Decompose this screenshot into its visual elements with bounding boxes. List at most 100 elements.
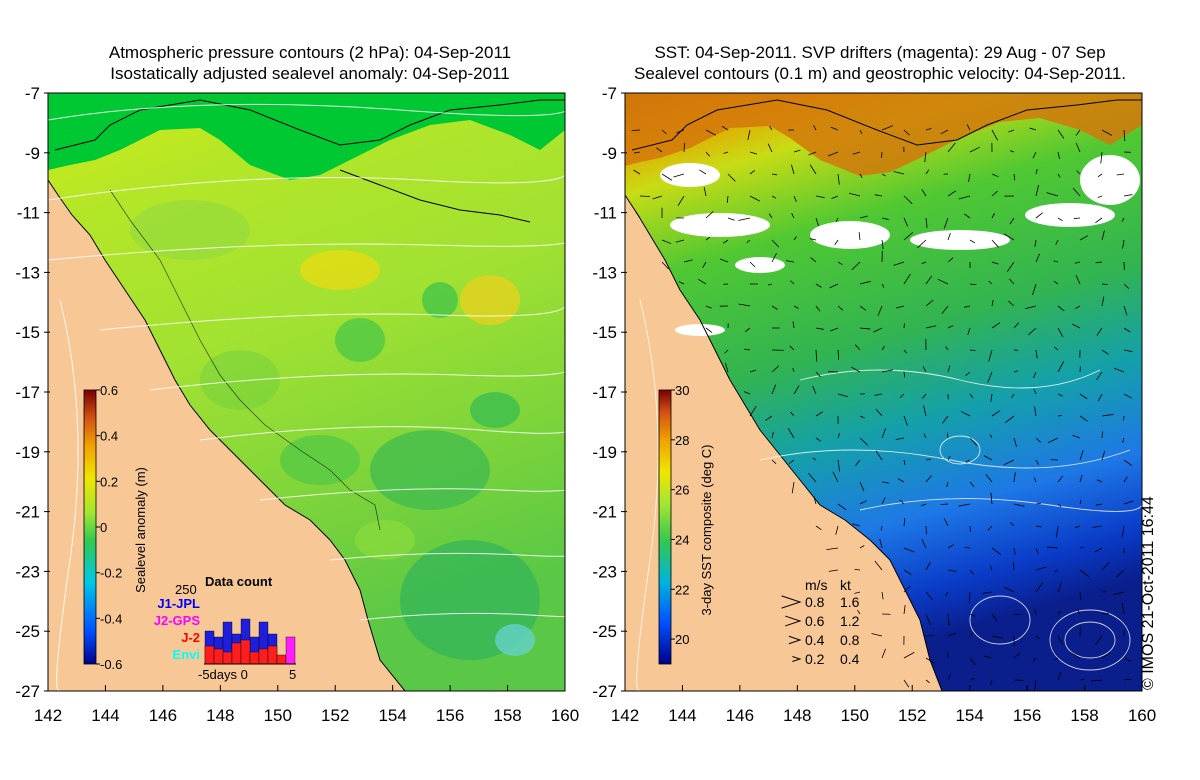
colorbar-tick-label: 0.2 [100, 474, 118, 489]
velocity-arrow [987, 525, 993, 531]
velocity-arrow [925, 657, 935, 664]
velocity-arrow [837, 459, 841, 472]
velocity-arrow [1097, 393, 1103, 402]
velocity-arrow [859, 129, 863, 135]
velocity-legend-header-ms: m/s [805, 577, 828, 593]
velocity-arrow [769, 125, 773, 131]
velocity-arrow [881, 369, 894, 373]
velocity-arrow [1071, 323, 1081, 329]
velocity-arrow [724, 349, 729, 354]
velocity-arrow [859, 500, 867, 505]
lat-tick-label: -25 [592, 622, 617, 641]
velocity-arrow [1076, 608, 1081, 615]
velocity-arrow [1057, 393, 1063, 397]
lat-tick-label: -19 [592, 443, 617, 462]
velocity-arrow [859, 173, 863, 178]
velocity-arrow [1053, 260, 1059, 263]
velocity-arrow [921, 538, 927, 549]
sla-anomaly-patches [130, 200, 540, 660]
velocity-arrow [925, 299, 934, 307]
velocity-arrow [789, 345, 795, 351]
velocity-arrow [723, 151, 729, 154]
velocity-arrow [1057, 610, 1062, 615]
lat-tick-label: -11 [594, 204, 617, 223]
velocity-arrow [881, 591, 884, 600]
velocity-arrow [989, 434, 993, 439]
velocity-arrow [881, 497, 886, 505]
inset-bar-red [213, 648, 224, 665]
velocity-arrow [808, 472, 817, 483]
velocity-arrow [947, 633, 957, 637]
velocity-arrow [1046, 546, 1059, 549]
velocity-arrow [1056, 525, 1059, 538]
sst-colorbar-ticks: 20 22 24 26 28 30 [671, 383, 689, 647]
lon-tick-label: 152 [321, 706, 349, 725]
velocity-arrow [903, 585, 911, 593]
lat-tick-label: -25 [15, 622, 40, 641]
velocity-arrow [749, 405, 757, 417]
velocity-arrow [768, 213, 773, 219]
lat-tick-label: -13 [592, 263, 617, 282]
velocity-arrow [727, 173, 736, 182]
velocity-arrow [1008, 300, 1015, 307]
velocity-arrow [1025, 305, 1037, 310]
velocity-arrow [790, 280, 795, 285]
velocity-arrow [849, 192, 861, 197]
velocity-arrow [991, 299, 994, 307]
velocity-arrow [991, 635, 1004, 639]
velocity-arrow [983, 455, 993, 461]
colorbar-tick-label: 30 [675, 383, 689, 398]
velocity-arrow [705, 327, 713, 333]
velocity-arrow [1054, 657, 1059, 661]
velocity-arrow [1123, 129, 1126, 142]
velocity-arrow [828, 569, 839, 572]
velocity-arrow [1013, 437, 1017, 447]
velocity-arrow [859, 481, 865, 492]
inset-bar-red [258, 648, 269, 665]
lon-tick-label: 148 [206, 706, 234, 725]
velocity-arrow [925, 613, 931, 625]
velocity-arrow [815, 305, 821, 312]
sla-colorbar [83, 389, 97, 665]
velocity-arrow [1079, 415, 1088, 422]
velocity-ms-value: 0.8 [805, 594, 825, 610]
velocity-arrow [1075, 275, 1081, 285]
velocity-arrow [903, 232, 914, 241]
inset-bar-magenta [285, 636, 296, 665]
velocity-arrow [991, 547, 1002, 555]
velocity-arrow [859, 327, 871, 330]
velocity-arrow [1101, 230, 1105, 241]
velocity-arrow [1095, 503, 1103, 506]
velocity-arrow [923, 433, 927, 439]
velocity-arrow [874, 393, 883, 396]
velocity-arrow [873, 327, 883, 333]
velocity-arrow [985, 474, 993, 483]
velocity-arrow [925, 275, 933, 285]
velocity-arrow [854, 344, 861, 351]
velocity-arrow [1072, 434, 1081, 439]
velocity-arrow [1057, 217, 1063, 222]
velocity-arrow [1076, 170, 1081, 175]
velocity-arrow [1095, 635, 1103, 646]
velocity-arrow [683, 142, 685, 153]
velocity-arrow [1072, 187, 1081, 197]
sst-colorbar [658, 389, 672, 665]
velocity-arrow [790, 411, 795, 417]
velocity-arrow [1123, 459, 1133, 467]
velocity-arrow [1101, 283, 1108, 285]
colorbar-tick-label: -0.6 [100, 657, 122, 672]
inset-xtick-right: 5 [289, 667, 296, 682]
velocity-arrow [1012, 562, 1015, 571]
island-new-guinea [48, 93, 565, 223]
velocity-arrow [705, 151, 711, 157]
velocity-arrow [969, 613, 976, 617]
velocity-arrow [858, 232, 861, 241]
velocity-arrow [1013, 503, 1025, 507]
velocity-arrow [899, 499, 905, 505]
velocity-arrow [837, 433, 840, 439]
velocity-arrow [749, 151, 758, 155]
velocity-arrow-sample [792, 655, 802, 663]
velocity-arrow [947, 142, 956, 153]
velocity-arrow [1013, 472, 1016, 483]
lon-tick-label: 150 [264, 706, 292, 725]
